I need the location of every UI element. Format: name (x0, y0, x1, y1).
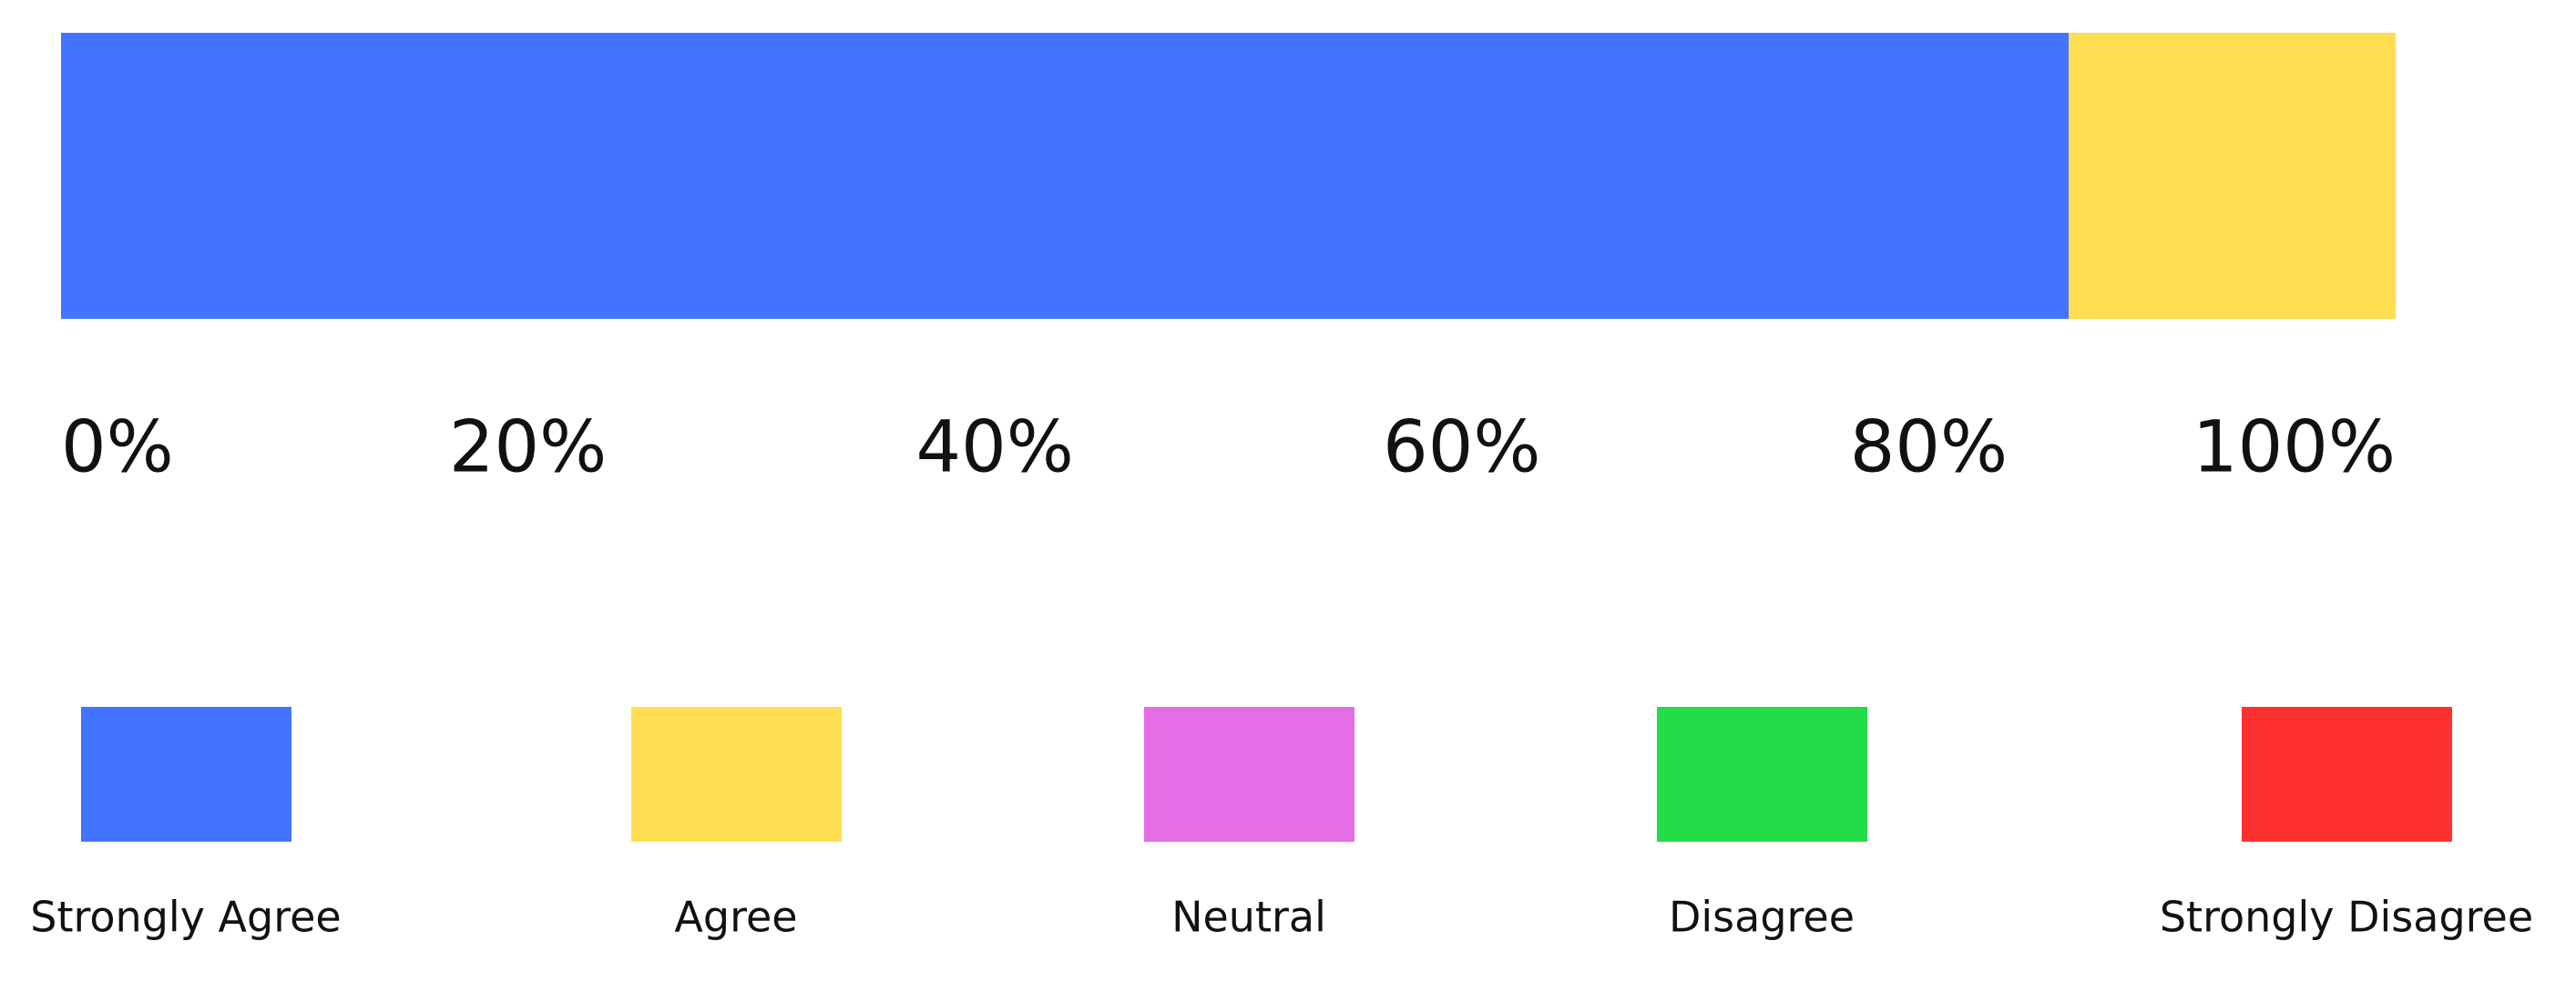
x-tick-label: 40% (916, 406, 1074, 488)
bar-segment (61, 33, 2070, 319)
legend-label: Strongly Agree (30, 893, 341, 942)
bar-segment (2069, 33, 2396, 319)
x-tick-label: 0% (61, 406, 174, 488)
x-tick-label: 60% (1383, 406, 1540, 488)
legend-label: Neutral (1171, 893, 1326, 942)
legend-swatch (81, 707, 291, 842)
legend-swatch (631, 707, 842, 842)
x-tick-label: 20% (449, 406, 607, 488)
x-tick-label: 80% (1850, 406, 2008, 488)
legend-swatch (1657, 707, 1867, 842)
legend-label: Disagree (1669, 893, 1855, 942)
x-tick-label: 100% (2193, 406, 2396, 488)
legend-swatch (1144, 707, 1354, 842)
legend-label: Agree (674, 893, 797, 942)
legend-swatch (2242, 707, 2452, 842)
legend-label: Strongly Disagree (2160, 893, 2533, 942)
